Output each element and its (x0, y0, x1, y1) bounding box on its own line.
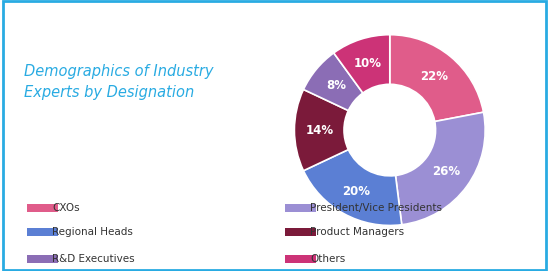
Bar (285, 255, 316, 263)
Bar (285, 204, 316, 212)
Text: 10%: 10% (354, 57, 382, 70)
Bar (27, 228, 58, 236)
Text: Demographics of Industry
Experts by Designation: Demographics of Industry Experts by Desi… (24, 64, 214, 99)
Text: Regional Heads: Regional Heads (52, 227, 133, 237)
Wedge shape (395, 112, 485, 225)
Text: 14%: 14% (306, 124, 334, 137)
Text: President/Vice Presidents: President/Vice Presidents (310, 203, 442, 212)
Wedge shape (390, 35, 484, 121)
Wedge shape (334, 35, 390, 93)
Text: Others: Others (310, 254, 345, 264)
Wedge shape (304, 53, 363, 111)
Bar (285, 228, 316, 236)
Text: CXOs: CXOs (52, 203, 80, 212)
Wedge shape (304, 150, 402, 225)
Text: Product Managers: Product Managers (310, 227, 404, 237)
Bar (27, 255, 58, 263)
Text: 26%: 26% (433, 165, 461, 178)
Text: 20%: 20% (342, 185, 370, 198)
Text: 22%: 22% (421, 70, 449, 83)
Bar (27, 204, 58, 212)
Text: 8%: 8% (326, 79, 346, 92)
Wedge shape (294, 89, 349, 171)
Text: R&D Executives: R&D Executives (52, 254, 135, 264)
